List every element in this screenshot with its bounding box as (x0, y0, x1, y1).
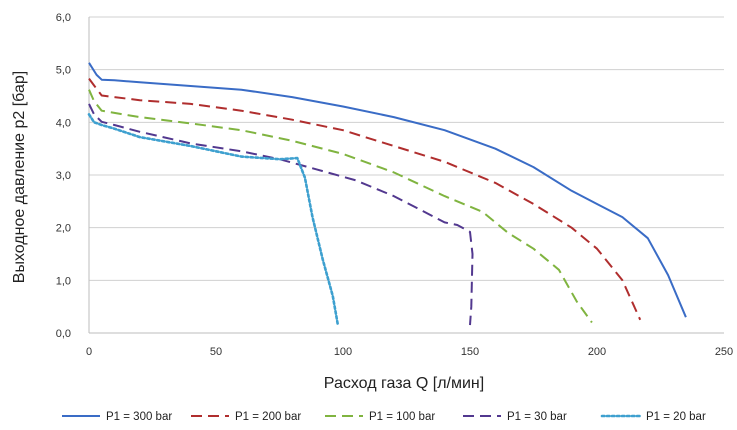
y-tick-label: 5,0 (56, 65, 71, 77)
legend-label: P1 = 200 bar (235, 411, 301, 423)
legend: P1 = 300 bar P1 = 200 bar P1 = 100 bar P1 =… (62, 411, 706, 423)
y-axis-title: Выходное давление p2 [бар] (11, 71, 28, 283)
x-tick-label: 250 (715, 346, 733, 358)
legend-label: P1 = 100 bar (369, 411, 435, 423)
legend-label: P1 = 300 bar (106, 411, 172, 423)
y-tick-label: 6,0 (56, 12, 71, 24)
series-line-3 (88, 89, 593, 324)
y-tick-label: 3,0 (56, 170, 71, 182)
gridlines (89, 16, 724, 281)
x-tick-label: 50 (210, 346, 222, 358)
legend-label: P1 = 30 bar (507, 411, 567, 423)
series-line-1 (88, 62, 687, 318)
tick-labels: 0,0 1,0 2,0 3,0 4,0 5,0 6,0 0 50 100 150 200 250 (56, 12, 733, 358)
x-axis-title: Расход газа Q [л/мин] (324, 375, 484, 392)
legend-label: P1 = 20 bar (646, 411, 706, 423)
y-tick-label: 0,0 (56, 328, 71, 340)
x-tick-label: 0 (86, 346, 92, 358)
y-tick-label: 1,0 (56, 275, 71, 287)
x-tick-label: 100 (334, 346, 352, 358)
axes (88, 17, 724, 334)
series-line-5 (87, 113, 340, 327)
series-lines (87, 62, 687, 327)
y-tick-label: 2,0 (56, 223, 71, 235)
x-tick-label: 200 (588, 346, 606, 358)
x-tick-label: 150 (461, 346, 479, 358)
y-tick-label: 4,0 (56, 117, 71, 129)
series-line-4 (88, 103, 474, 326)
series-line-2 (88, 78, 642, 321)
